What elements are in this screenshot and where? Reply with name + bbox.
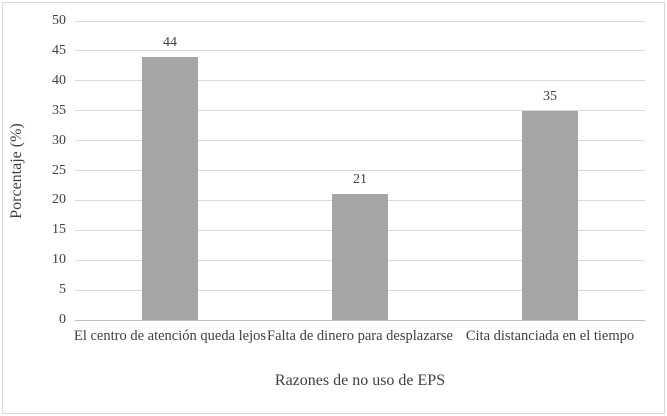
x-category-label: Cita distanciada en el tiempo — [465, 328, 635, 344]
gridline — [75, 20, 645, 22]
bar-value-label: 35 — [543, 88, 557, 104]
bar-value-label: 21 — [353, 172, 367, 188]
bar — [142, 56, 198, 320]
gridline — [75, 110, 645, 112]
x-category-label: Falta de dinero para desplazarse — [267, 328, 453, 344]
gridline — [75, 140, 645, 142]
bar — [332, 194, 388, 320]
y-tick-label: 30 — [52, 132, 66, 148]
y-tick-label: 50 — [52, 13, 66, 28]
gridline — [75, 50, 645, 52]
y-tick-label: 20 — [52, 192, 66, 208]
y-tick-label: 15 — [52, 222, 66, 238]
x-axis-title: Razones de no uso de EPS — [274, 372, 446, 389]
bar-value-label: 44 — [163, 34, 177, 50]
y-tick-label: 25 — [52, 162, 66, 178]
y-tick-label: 45 — [52, 42, 66, 58]
x-axis-line — [75, 319, 645, 321]
bar — [522, 110, 578, 320]
x-category-label: El centro de atención queda lejos — [73, 328, 267, 344]
y-tick-label: 0 — [59, 312, 66, 327]
y-tick-label: 35 — [52, 102, 66, 118]
y-tick-label: 5 — [59, 282, 66, 298]
y-tick-label: 10 — [52, 252, 66, 268]
y-tick-label: 40 — [52, 72, 66, 88]
gridline — [75, 80, 645, 82]
gridline — [75, 170, 645, 171]
plot-area — [75, 20, 645, 321]
